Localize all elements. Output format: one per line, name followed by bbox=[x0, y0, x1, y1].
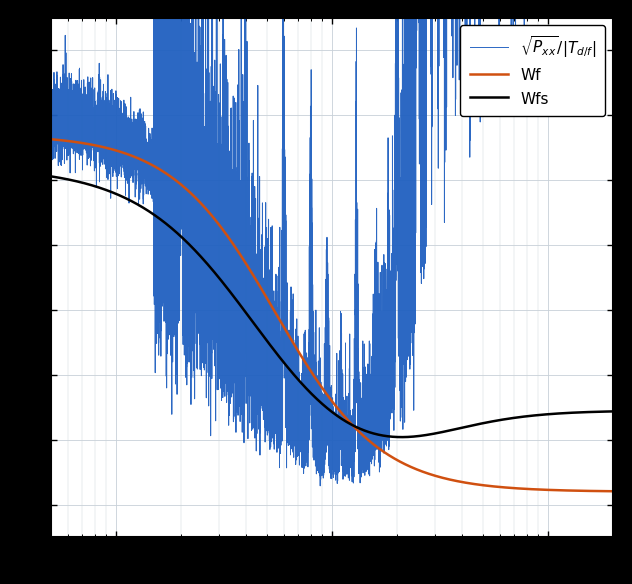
Wfs bbox=[398, 433, 405, 440]
Wfs bbox=[314, 397, 322, 404]
Wfs bbox=[47, 173, 54, 180]
Legend: $\sqrt{P_{xx}}/|T_{d/f}|$, Wf, Wfs: $\sqrt{P_{xx}}/|T_{d/f}|$, Wf, Wfs bbox=[461, 25, 605, 116]
Wfs bbox=[283, 363, 291, 370]
Wfs bbox=[609, 408, 617, 415]
Wf bbox=[314, 378, 322, 385]
Line: $\sqrt{P_{xx}}/|T_{d/f}|$: $\sqrt{P_{xx}}/|T_{d/f}|$ bbox=[51, 0, 613, 486]
Wf bbox=[456, 478, 463, 485]
$\sqrt{P_{xx}}/|T_{d/f}|$ bbox=[300, 430, 307, 437]
Wf bbox=[47, 135, 54, 142]
$\sqrt{P_{xx}}/|T_{d/f}|$ bbox=[317, 482, 324, 489]
Wfs bbox=[592, 408, 600, 415]
Wfs bbox=[288, 368, 295, 375]
Wfs bbox=[456, 425, 463, 432]
Wf bbox=[288, 336, 295, 343]
$\sqrt{P_{xx}}/|T_{d/f}|$ bbox=[406, 312, 413, 319]
Wf bbox=[283, 329, 291, 336]
Line: Wf: Wf bbox=[51, 139, 613, 491]
$\sqrt{P_{xx}}/|T_{d/f}|$ bbox=[47, 117, 54, 124]
Wf bbox=[564, 487, 571, 494]
Wf bbox=[609, 488, 617, 495]
Wf bbox=[592, 488, 600, 495]
Line: Wfs: Wfs bbox=[51, 176, 613, 437]
Wfs bbox=[564, 409, 572, 416]
